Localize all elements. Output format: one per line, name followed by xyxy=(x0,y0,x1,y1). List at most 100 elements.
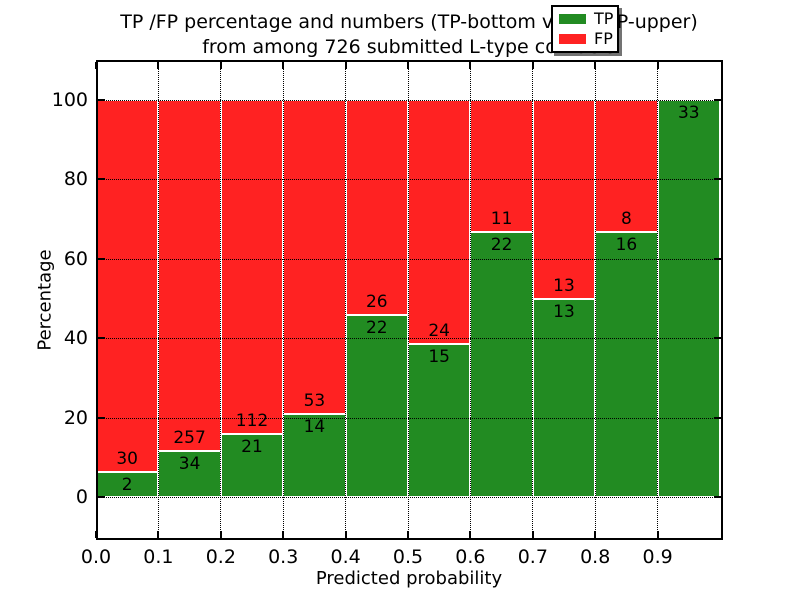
y-tick-label: 100 xyxy=(51,89,88,111)
x-tick-top xyxy=(531,62,534,69)
x-tick-top xyxy=(407,62,409,69)
x-tick-top xyxy=(594,62,597,69)
fp-bar-segment xyxy=(158,100,221,451)
vertical-gridline xyxy=(282,60,284,540)
x-tick-bottom xyxy=(531,531,534,538)
vertical-gridline xyxy=(657,60,659,540)
y-tick-label: 20 xyxy=(63,406,88,429)
x-tick-top xyxy=(95,62,97,69)
x-axis-label: Predicted probability xyxy=(315,568,503,589)
fp-count-label: 30 xyxy=(116,449,139,470)
tp-bar-segment xyxy=(220,434,284,497)
x-tick-top xyxy=(469,62,472,69)
fp-count-label: 257 xyxy=(173,427,206,448)
x-tick-top xyxy=(656,62,659,69)
fp-count-label: 11 xyxy=(490,209,513,230)
fp-count-label: 13 xyxy=(553,275,575,296)
vertical-gridline xyxy=(532,60,534,540)
y-tick-right xyxy=(714,257,721,260)
x-tick-bottom xyxy=(469,531,472,538)
vertical-gridline xyxy=(220,60,222,540)
tp-bar-segment xyxy=(408,344,471,497)
y-tick-left xyxy=(98,496,105,498)
legend-entry-label: TP xyxy=(594,9,614,28)
tp-bar-segment xyxy=(657,100,720,497)
legend-entry: TP xyxy=(553,9,617,29)
x-tick-bottom xyxy=(344,531,347,538)
x-tick-top xyxy=(157,62,160,69)
vertical-gridline xyxy=(157,60,159,540)
tp-bar-segment xyxy=(532,298,596,497)
y-tick-left xyxy=(98,178,105,181)
fp-count-label: 26 xyxy=(365,292,388,313)
vertical-gridline xyxy=(407,60,409,540)
fp-bar-segment xyxy=(408,100,471,345)
fp-bar-segment xyxy=(595,100,658,233)
horizontal-gridline xyxy=(96,497,723,498)
fp-bar-segment xyxy=(220,100,284,435)
y-tick-right xyxy=(714,337,721,340)
tp-count-label: 15 xyxy=(428,347,451,368)
legend-entry-label: FP xyxy=(594,29,613,48)
x-tick-label: 0.8 xyxy=(580,546,611,568)
x-tick-label: 0.5 xyxy=(392,546,424,568)
x-tick-bottom xyxy=(95,531,97,538)
fp-bar-segment xyxy=(532,100,596,299)
x-tick-label: 0.6 xyxy=(455,546,486,568)
tp-count-label: 33 xyxy=(677,103,700,123)
tp-legend-swatch xyxy=(559,14,586,24)
x-tick-bottom xyxy=(219,531,222,538)
x-tick-bottom xyxy=(157,531,160,538)
fp-count-label: 112 xyxy=(235,411,269,432)
x-tick-bottom xyxy=(282,531,285,538)
x-tick-bottom xyxy=(656,531,659,538)
x-tick-label: 0.4 xyxy=(330,546,361,568)
vertical-gridline xyxy=(594,60,596,540)
fp-count-label: 24 xyxy=(428,321,451,342)
tp-count-label: 22 xyxy=(365,318,388,339)
fp-bar-segment xyxy=(283,100,346,415)
x-tick-top xyxy=(344,62,347,69)
horizontal-gridline xyxy=(96,338,723,340)
y-tick-label: 60 xyxy=(63,247,88,270)
tp-count-label: 22 xyxy=(490,235,513,256)
horizontal-gridline xyxy=(96,258,723,260)
x-tick-label: 0.0 xyxy=(80,546,112,568)
tp-count-label: 21 xyxy=(241,437,263,458)
x-tick-label: 0.2 xyxy=(205,546,236,568)
x-tick-label: 0.9 xyxy=(642,546,673,568)
y-tick-label: 40 xyxy=(63,327,88,350)
y-tick-left xyxy=(98,99,105,101)
fp-bar-segment xyxy=(345,100,408,316)
horizontal-gridline xyxy=(96,179,723,181)
x-tick-top xyxy=(219,62,222,69)
tp-count-label: 13 xyxy=(553,301,575,322)
tp-count-label: 14 xyxy=(303,417,326,438)
x-tick-top xyxy=(282,62,285,69)
y-tick-right xyxy=(714,496,721,498)
y-tick-right xyxy=(714,416,721,419)
y-tick-right xyxy=(714,99,721,101)
vertical-gridline xyxy=(469,60,471,540)
x-tick-label: 0.3 xyxy=(268,546,299,568)
x-tick-label: 0.1 xyxy=(143,546,174,568)
y-tick-label: 0 xyxy=(75,486,88,508)
chart-title-line2: from among 726 submitted L-type contacts xyxy=(202,36,616,59)
tp-bar-segment xyxy=(96,472,159,497)
y-tick-right xyxy=(714,178,721,181)
tp-bar-segment xyxy=(158,450,221,497)
vertical-gridline xyxy=(345,60,347,540)
legend-entry: FP xyxy=(553,29,617,49)
plot-area: 30 2 257 34 112 21 53 14 26 22 24 15 11 22 13 13 8 16 33 xyxy=(95,60,723,540)
tp-count-label: 34 xyxy=(178,453,201,474)
fp-count-label: 53 xyxy=(303,391,326,412)
horizontal-gridline xyxy=(96,417,723,419)
fp-bar-segment xyxy=(96,100,159,473)
tp-count-label: 16 xyxy=(615,235,638,256)
tp-bar-segment xyxy=(595,232,658,497)
tp-bar-segment xyxy=(283,414,346,497)
x-tick-label: 0.7 xyxy=(517,546,548,568)
x-tick-bottom xyxy=(594,531,597,538)
tp-bar-segment xyxy=(470,232,533,497)
